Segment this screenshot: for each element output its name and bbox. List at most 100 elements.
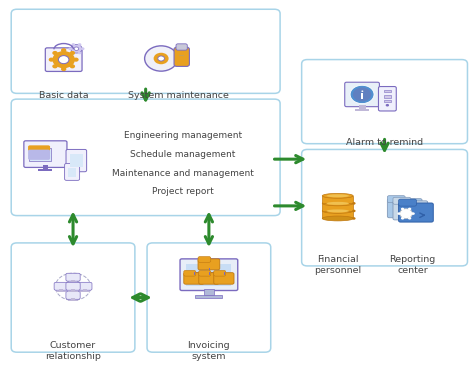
Circle shape xyxy=(352,210,356,212)
Circle shape xyxy=(70,51,75,55)
FancyBboxPatch shape xyxy=(28,145,50,151)
Bar xyxy=(358,105,365,109)
FancyBboxPatch shape xyxy=(184,270,196,276)
Bar xyxy=(355,109,369,111)
FancyBboxPatch shape xyxy=(28,150,50,156)
Bar xyxy=(83,289,87,291)
Bar xyxy=(179,57,184,59)
FancyBboxPatch shape xyxy=(198,256,211,262)
Circle shape xyxy=(68,47,72,50)
FancyBboxPatch shape xyxy=(11,9,280,93)
FancyBboxPatch shape xyxy=(399,199,417,206)
Ellipse shape xyxy=(322,209,353,213)
Bar xyxy=(71,280,75,282)
Circle shape xyxy=(70,64,75,68)
Bar xyxy=(71,298,75,300)
Circle shape xyxy=(53,51,75,68)
Circle shape xyxy=(78,43,82,46)
FancyBboxPatch shape xyxy=(301,60,467,144)
Circle shape xyxy=(74,47,79,50)
FancyBboxPatch shape xyxy=(66,291,80,299)
Text: Schedule management: Schedule management xyxy=(130,150,236,159)
Bar xyxy=(59,289,63,291)
Bar xyxy=(70,154,82,167)
Bar xyxy=(322,211,353,219)
FancyBboxPatch shape xyxy=(78,282,92,290)
FancyBboxPatch shape xyxy=(54,282,68,290)
Circle shape xyxy=(61,67,66,71)
Circle shape xyxy=(397,212,401,215)
Bar xyxy=(361,93,363,99)
FancyBboxPatch shape xyxy=(28,154,50,160)
Circle shape xyxy=(49,57,54,62)
Circle shape xyxy=(401,217,404,220)
FancyBboxPatch shape xyxy=(399,203,433,222)
Circle shape xyxy=(386,104,389,106)
Bar xyxy=(195,295,222,298)
FancyBboxPatch shape xyxy=(198,259,220,270)
Bar xyxy=(179,55,184,56)
FancyBboxPatch shape xyxy=(214,273,234,284)
Bar xyxy=(28,148,51,160)
FancyBboxPatch shape xyxy=(66,149,87,172)
Bar xyxy=(384,90,391,92)
Text: Customer
relationship: Customer relationship xyxy=(45,342,101,361)
FancyBboxPatch shape xyxy=(180,259,238,290)
Circle shape xyxy=(158,56,164,61)
Ellipse shape xyxy=(322,194,353,198)
Bar xyxy=(68,300,78,301)
Bar xyxy=(322,196,353,204)
FancyBboxPatch shape xyxy=(301,149,467,266)
FancyBboxPatch shape xyxy=(199,270,211,276)
Circle shape xyxy=(145,46,178,71)
Bar xyxy=(56,291,66,292)
FancyBboxPatch shape xyxy=(147,243,271,352)
FancyBboxPatch shape xyxy=(24,141,67,167)
Text: System maintenance: System maintenance xyxy=(128,91,229,100)
Ellipse shape xyxy=(322,216,353,221)
Bar xyxy=(204,289,214,296)
Bar xyxy=(186,264,231,286)
FancyBboxPatch shape xyxy=(46,48,82,71)
Circle shape xyxy=(350,85,374,104)
FancyBboxPatch shape xyxy=(393,197,411,204)
Circle shape xyxy=(408,208,411,210)
FancyBboxPatch shape xyxy=(66,273,80,281)
Circle shape xyxy=(72,43,75,46)
Circle shape xyxy=(52,64,58,68)
Bar xyxy=(384,100,391,102)
Text: Project report: Project report xyxy=(152,187,214,197)
FancyBboxPatch shape xyxy=(378,86,396,111)
Circle shape xyxy=(61,48,66,52)
Circle shape xyxy=(73,57,79,62)
Bar xyxy=(68,282,78,283)
Text: Alarm to remind: Alarm to remind xyxy=(346,138,423,146)
Text: Engineering management: Engineering management xyxy=(124,131,242,140)
Bar xyxy=(68,167,76,177)
FancyBboxPatch shape xyxy=(387,199,422,218)
Circle shape xyxy=(78,52,82,54)
Ellipse shape xyxy=(322,201,353,206)
Text: Reporting
center: Reporting center xyxy=(390,255,436,275)
Circle shape xyxy=(62,58,66,61)
Text: Maintenance and management: Maintenance and management xyxy=(112,169,254,178)
Bar xyxy=(43,166,48,169)
Text: Financial
personnel: Financial personnel xyxy=(314,255,361,275)
Circle shape xyxy=(361,91,364,92)
Bar xyxy=(68,291,78,292)
FancyBboxPatch shape xyxy=(199,273,219,284)
Bar xyxy=(71,289,75,291)
FancyBboxPatch shape xyxy=(184,273,204,284)
FancyBboxPatch shape xyxy=(214,270,226,276)
Text: Invoicing
system: Invoicing system xyxy=(188,342,230,361)
Circle shape xyxy=(71,45,82,53)
Circle shape xyxy=(52,51,58,55)
Circle shape xyxy=(401,208,404,210)
Circle shape xyxy=(408,217,411,220)
FancyBboxPatch shape xyxy=(387,196,405,203)
Circle shape xyxy=(81,47,84,50)
Circle shape xyxy=(154,53,169,64)
Circle shape xyxy=(352,202,356,205)
FancyBboxPatch shape xyxy=(174,47,190,66)
FancyBboxPatch shape xyxy=(11,99,280,216)
